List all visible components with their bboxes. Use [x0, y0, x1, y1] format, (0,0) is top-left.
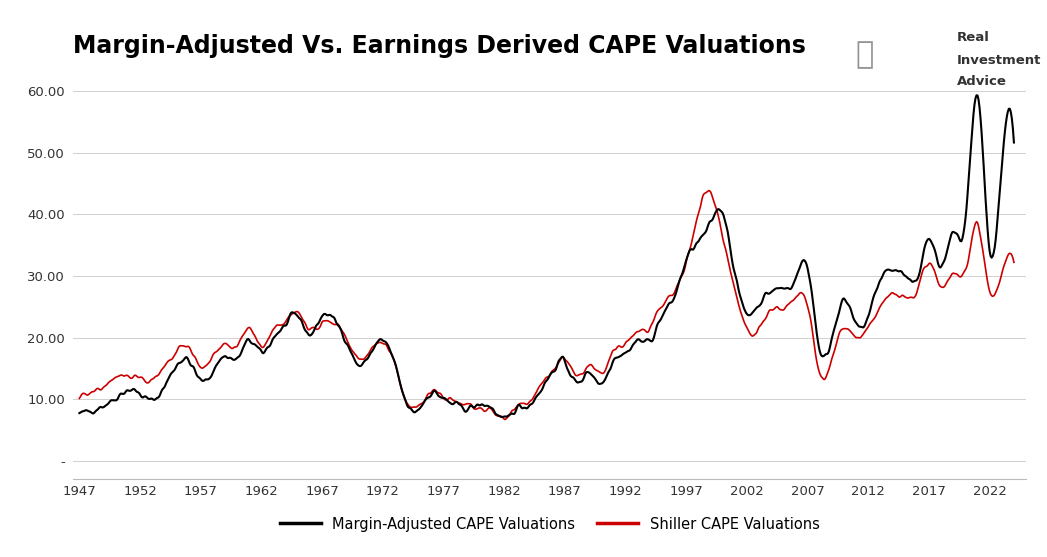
- Text: Real: Real: [957, 31, 989, 44]
- Text: Investment: Investment: [957, 53, 1042, 67]
- Text: Margin-Adjusted Vs. Earnings Derived CAPE Valuations: Margin-Adjusted Vs. Earnings Derived CAP…: [73, 34, 806, 58]
- Text: Advice: Advice: [957, 75, 1007, 89]
- Legend: Margin-Adjusted CAPE Valuations, Shiller CAPE Valuations: Margin-Adjusted CAPE Valuations, Shiller…: [274, 511, 825, 538]
- Text: 🦅: 🦅: [855, 40, 874, 69]
